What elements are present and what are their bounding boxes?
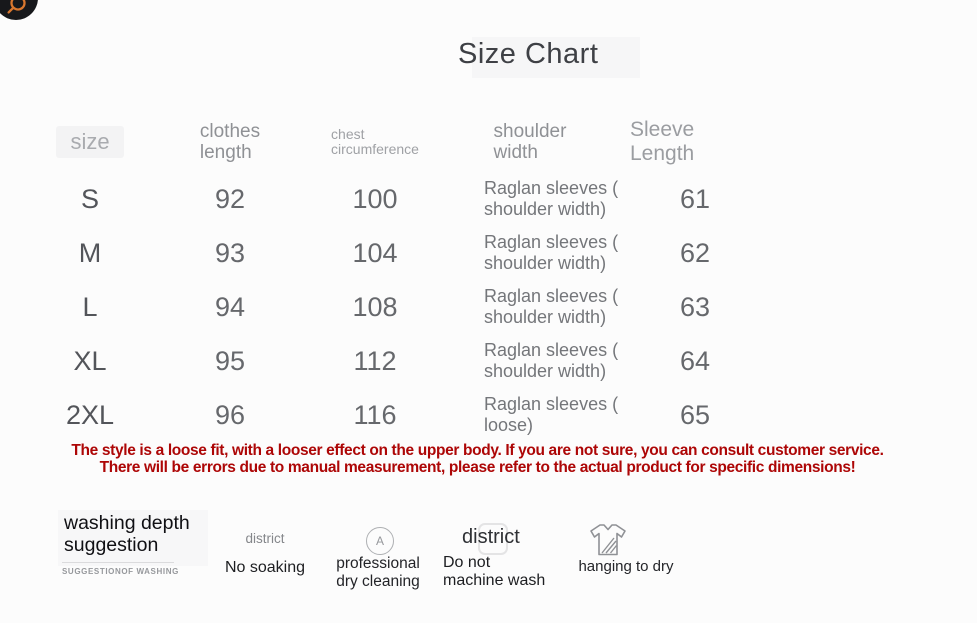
header-sleeve-length: Sleeve Length xyxy=(630,118,695,165)
header-shoulder-width: shoulder width xyxy=(493,121,567,163)
care-machine-wash-caption: district xyxy=(462,526,520,548)
header-size: size xyxy=(40,112,140,172)
care-subheading: SUGGESTIONOF WASHING xyxy=(62,567,179,576)
size-table-body: S 92 100 Raglan sleeves ( shoulder width… xyxy=(40,172,760,442)
cell-size: XL xyxy=(73,345,107,376)
cell-sleeve-length: 65 xyxy=(679,399,711,430)
size-table-header: size clothes length chest circumference … xyxy=(40,112,760,172)
cell-clothes-length: 92 xyxy=(214,183,246,214)
cell-sleeve-length: 63 xyxy=(679,291,711,322)
care-heading: washing depth suggestion xyxy=(64,512,190,556)
cell-shoulder-width: Raglan sleeves ( shoulder width) xyxy=(484,340,619,381)
cell-sleeve-length: 64 xyxy=(679,345,711,376)
cell-shoulder-width: Raglan sleeves ( shoulder width) xyxy=(484,178,619,219)
cell-sleeve-length: 62 xyxy=(679,237,711,268)
header-clothes-length: clothes length xyxy=(199,121,261,163)
cell-chest-circumference: 100 xyxy=(352,183,398,214)
care-hang-dry-label: hanging to dry xyxy=(578,558,674,575)
care-machine-wash-label: Do not machine wash xyxy=(443,554,546,589)
measurement-notice-line2: There will be errors due to manual measu… xyxy=(99,459,856,476)
cell-clothes-length: 94 xyxy=(214,291,246,322)
cell-chest-circumference: 108 xyxy=(352,291,398,322)
cell-shoulder-width: Raglan sleeves ( shoulder width) xyxy=(484,286,619,327)
care-heading-patch xyxy=(58,510,208,566)
measurement-notice-line1: The style is a loose fit, with a looser … xyxy=(71,442,884,459)
care-no-soaking-caption: district xyxy=(245,531,285,546)
cell-chest-circumference: 104 xyxy=(352,237,398,268)
cell-size: S xyxy=(80,183,99,214)
washing-machine-icon xyxy=(478,523,508,555)
cell-size: M xyxy=(78,237,102,268)
cell-clothes-length: 96 xyxy=(214,399,246,430)
cell-shoulder-width: Raglan sleeves ( shoulder width) xyxy=(484,232,619,273)
title-highlight-patch xyxy=(472,37,640,78)
hang-dry-shirt-icon xyxy=(590,524,626,556)
search-icon xyxy=(7,0,26,14)
cell-size: L xyxy=(82,291,98,322)
care-dry-cleaning-label: professional dry cleaning xyxy=(336,555,420,590)
care-no-soaking-label: No soaking xyxy=(224,559,306,576)
measurement-notice: The style is a loose fit, with a looser … xyxy=(0,442,955,476)
cell-shoulder-width: Raglan sleeves ( loose) xyxy=(484,394,619,435)
cell-clothes-length: 93 xyxy=(214,237,246,268)
page-title: Size Chart xyxy=(458,38,599,70)
dry-clean-letter: A xyxy=(375,534,384,548)
cell-clothes-length: 95 xyxy=(214,345,246,376)
care-divider xyxy=(62,562,174,563)
cell-chest-circumference: 112 xyxy=(353,345,397,376)
cell-size: 2XL xyxy=(65,399,115,430)
dry-clean-circle-a-icon: A xyxy=(366,527,394,555)
cell-sleeve-length: 61 xyxy=(679,183,711,214)
header-chest-circumference: chest circumference xyxy=(331,126,419,157)
cell-chest-circumference: 116 xyxy=(353,399,397,430)
